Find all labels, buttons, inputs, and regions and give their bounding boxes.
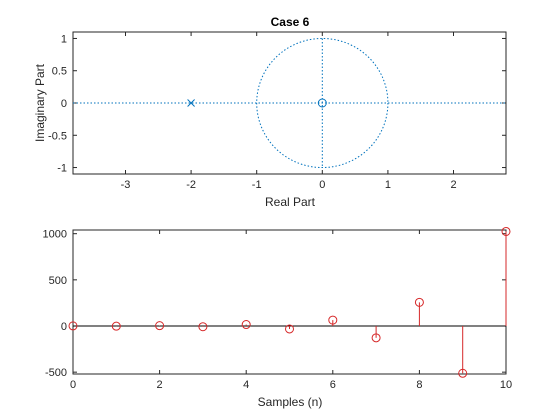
- x-tick-label: 0: [319, 179, 325, 191]
- y-tick-label: 1000: [43, 229, 67, 241]
- x-tick-label: 6: [330, 379, 336, 391]
- pole-marker-stroke: [187, 99, 195, 107]
- y-tick-label: -1: [57, 163, 67, 175]
- x-tick-label: -3: [121, 179, 131, 191]
- stem-marker: [414, 297, 424, 307]
- stem-plot-frame: [72, 229, 507, 375]
- stem-marker: [155, 321, 165, 331]
- stem-marker: [328, 315, 338, 325]
- stem-marker: [68, 321, 78, 331]
- y-axis-title: Imaginary Part: [33, 63, 47, 142]
- x-tick-label: 10: [500, 379, 512, 391]
- x-tick-label: 4: [243, 379, 249, 391]
- stem-marker: [198, 322, 208, 332]
- stem-marker: [285, 324, 294, 334]
- unit-circle: [256, 37, 389, 169]
- pole-marker: [187, 99, 195, 107]
- x-tick-label: 1: [385, 179, 391, 191]
- y-tick-label: 500: [49, 275, 67, 287]
- y-tick-label: -500: [45, 367, 67, 379]
- zero-marker: [317, 98, 327, 108]
- stem-marker: [241, 320, 251, 330]
- x-tick-group: -3 -2 -1 0 1 2: [121, 32, 457, 191]
- x-axis-title: Real Part: [265, 195, 316, 209]
- stem-marker: [371, 333, 381, 343]
- x-tick-label: 8: [416, 379, 422, 391]
- x-tick-label: 0: [70, 379, 76, 391]
- x-tick-label: -2: [186, 179, 196, 191]
- stem-marker: [501, 226, 511, 236]
- stem-marks: [68, 226, 511, 378]
- x-axis-title: Samples (n): [258, 395, 323, 409]
- y-tick-label: 0: [61, 321, 67, 333]
- x-tick-label: -1: [252, 179, 262, 191]
- y-tick-label: 0: [61, 98, 67, 110]
- y-tick-label: 1: [61, 33, 67, 45]
- pole-zero-axes: Case 6 Real Part Imaginary Part -3 -2 -1 0 1…: [33, 15, 507, 209]
- y-tick-label: 0.5: [52, 66, 67, 78]
- pole-zero-marks: [73, 37, 506, 169]
- y-tick-group: -500 0 500 1000: [43, 229, 506, 379]
- stem-marker: [458, 368, 468, 378]
- y-tick-group: -1 -0.5 0 0.5 1: [48, 33, 506, 175]
- x-tick-label: 2: [157, 379, 163, 391]
- stem-marker: [111, 321, 121, 331]
- x-tick-label: 2: [450, 179, 456, 191]
- x-tick-group: 0 2 4 6 8 10: [70, 230, 512, 391]
- chart-title: Case 6: [271, 15, 310, 29]
- y-tick-label: -0.5: [48, 130, 67, 142]
